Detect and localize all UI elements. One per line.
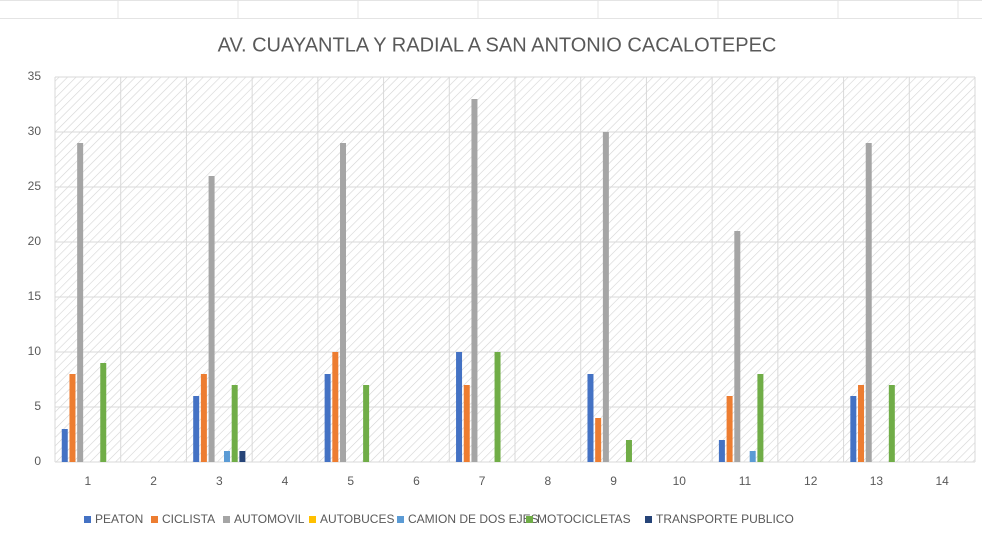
bar xyxy=(471,99,478,462)
bar xyxy=(340,143,347,462)
sheet-grid xyxy=(0,0,982,19)
bar xyxy=(625,440,632,462)
x-tick-label: 8 xyxy=(545,474,552,488)
x-tick-label: 7 xyxy=(479,474,486,488)
legend-label: CAMION DE DOS EJES xyxy=(408,512,539,526)
y-tick-label: 15 xyxy=(28,289,42,303)
bar xyxy=(463,385,470,462)
bar xyxy=(324,374,331,462)
x-tick-label: 6 xyxy=(413,474,420,488)
bar xyxy=(602,132,609,462)
bar xyxy=(456,352,463,462)
y-tick-label: 5 xyxy=(34,399,41,413)
legend-label: MOTOCICLETAS xyxy=(537,512,631,526)
y-tick-label: 0 xyxy=(34,454,41,468)
legend-label: TRANSPORTE PUBLICO xyxy=(656,512,794,526)
bar xyxy=(208,176,215,462)
legend-swatch xyxy=(397,516,404,523)
bar xyxy=(850,396,857,462)
x-tick-label: 4 xyxy=(282,474,289,488)
bar xyxy=(223,451,230,462)
bar xyxy=(100,363,107,462)
bar xyxy=(726,396,733,462)
bar xyxy=(332,352,339,462)
y-tick-label: 30 xyxy=(28,124,42,138)
bar xyxy=(734,231,741,462)
legend-swatch xyxy=(223,516,230,523)
bar xyxy=(757,374,764,462)
bar xyxy=(888,385,895,462)
legend-swatch xyxy=(84,516,91,523)
bar xyxy=(69,374,76,462)
x-tick-label: 10 xyxy=(673,474,687,488)
x-tick-label: 5 xyxy=(347,474,354,488)
legend-label: AUTOMOVIL xyxy=(234,512,305,526)
legend-swatch xyxy=(309,516,316,523)
y-tick-label: 20 xyxy=(28,234,42,248)
y-tick-label: 25 xyxy=(28,179,42,193)
legend-label: CICLISTA xyxy=(162,512,215,526)
bar xyxy=(200,374,207,462)
x-tick-label: 3 xyxy=(216,474,223,488)
x-tick-label: 1 xyxy=(85,474,92,488)
bar xyxy=(494,352,501,462)
legend-swatch xyxy=(645,516,652,523)
chart-title: AV. CUAYANTLA Y RADIAL A SAN ANTONIO CAC… xyxy=(218,34,777,56)
bar xyxy=(231,385,238,462)
bar xyxy=(595,418,602,462)
y-tick-label: 35 xyxy=(28,69,42,83)
x-tick-label: 2 xyxy=(150,474,157,488)
bar xyxy=(749,451,756,462)
legend-label: PEATON xyxy=(95,512,143,526)
bar xyxy=(61,429,68,462)
bar xyxy=(858,385,865,462)
bar xyxy=(363,385,370,462)
x-tick-label: 9 xyxy=(610,474,617,488)
bar xyxy=(239,451,246,462)
bar xyxy=(865,143,872,462)
x-tick-label: 14 xyxy=(935,474,949,488)
x-tick-label: 13 xyxy=(870,474,884,488)
bar xyxy=(718,440,725,462)
x-tick-label: 11 xyxy=(739,474,752,488)
y-tick-label: 10 xyxy=(28,344,42,358)
legend-swatch xyxy=(151,516,158,523)
bar xyxy=(587,374,594,462)
bar xyxy=(193,396,200,462)
bar xyxy=(77,143,84,462)
legend-label: AUTOBUCES xyxy=(320,512,394,526)
legend-swatch xyxy=(526,516,533,523)
x-tick-label: 12 xyxy=(804,474,818,488)
